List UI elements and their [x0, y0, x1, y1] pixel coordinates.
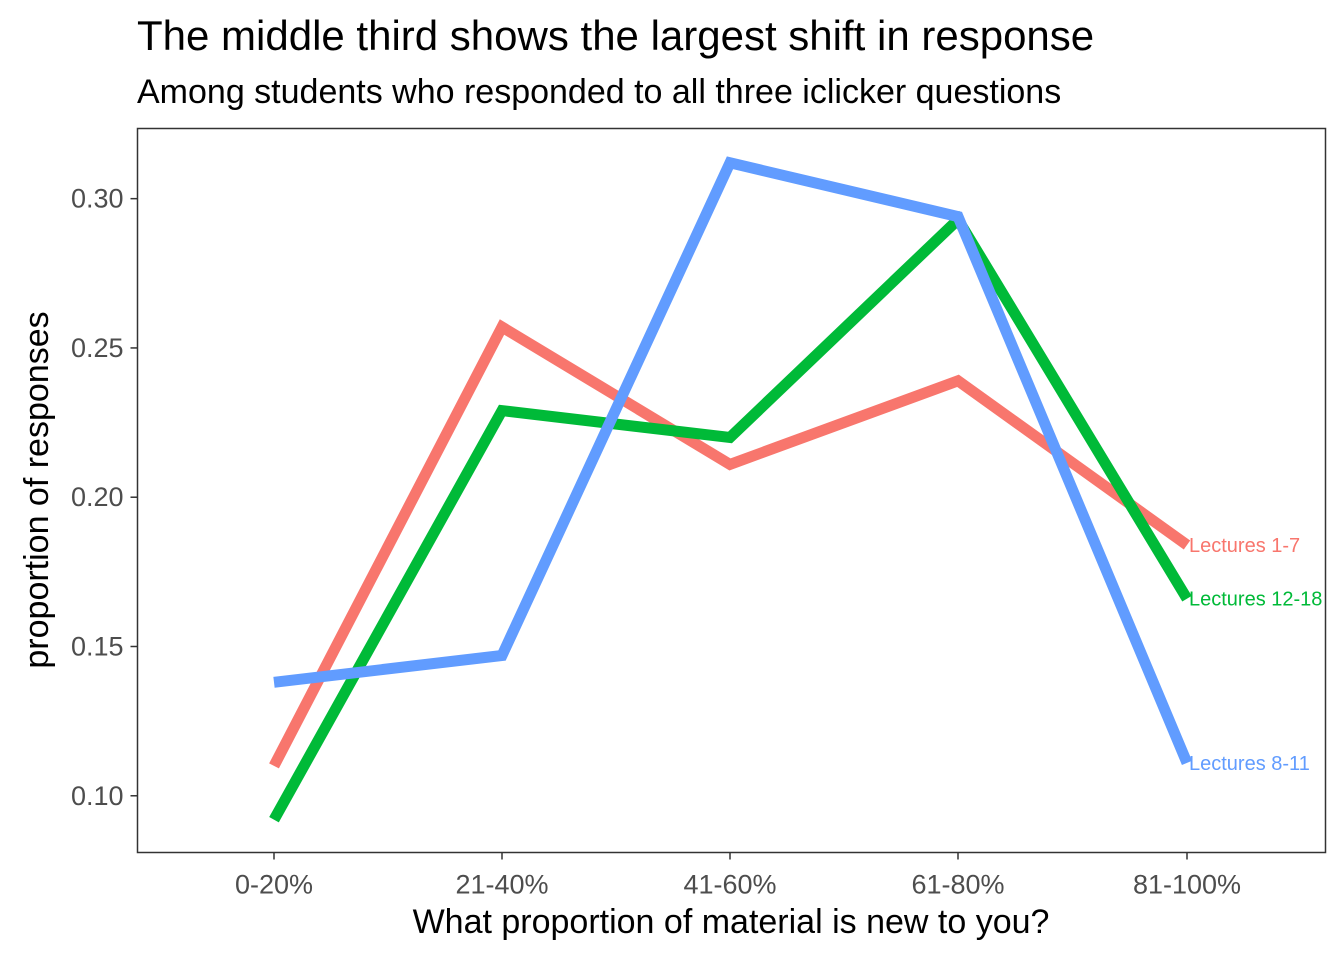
- series-layer: [269, 156, 1193, 823]
- x-axis: 0-20% 21-40% 41-60% 61-80% 81-100%: [235, 852, 1241, 900]
- chart-subtitle: Among students who responded to all thre…: [137, 73, 1061, 111]
- x-tick-label: 41-60%: [683, 870, 776, 900]
- x-tick-label: 61-80%: [911, 870, 1004, 900]
- x-axis-title: What proportion of material is new to yo…: [413, 903, 1050, 941]
- y-axis: 0.10 0.15 0.20 0.25 0.30: [71, 184, 138, 811]
- series-end-label: Lectures 8-11: [1189, 753, 1310, 775]
- series-end-label: Lectures 1-7: [1189, 535, 1300, 557]
- series-end-label: Lectures 12-18: [1189, 589, 1322, 611]
- series-labels: Lectures 1-7 Lectures 12-18 Lectures 8-11: [1189, 535, 1322, 775]
- series-line: [273, 156, 1193, 766]
- y-tick-label: 0.10: [71, 781, 124, 811]
- y-tick-label: 0.20: [71, 482, 124, 512]
- y-tick-label: 0.15: [71, 631, 124, 661]
- x-tick-label: 81-100%: [1133, 870, 1241, 900]
- y-tick-label: 0.25: [71, 333, 124, 363]
- y-axis-title: proportion of responses: [18, 311, 56, 668]
- x-tick-label: 0-20%: [235, 870, 313, 900]
- x-tick-label: 21-40%: [455, 870, 548, 900]
- series-line: [269, 210, 1192, 823]
- y-tick-label: 0.30: [71, 184, 124, 214]
- series-line: [269, 319, 1191, 769]
- chart-title: The middle third shows the largest shift…: [137, 12, 1094, 59]
